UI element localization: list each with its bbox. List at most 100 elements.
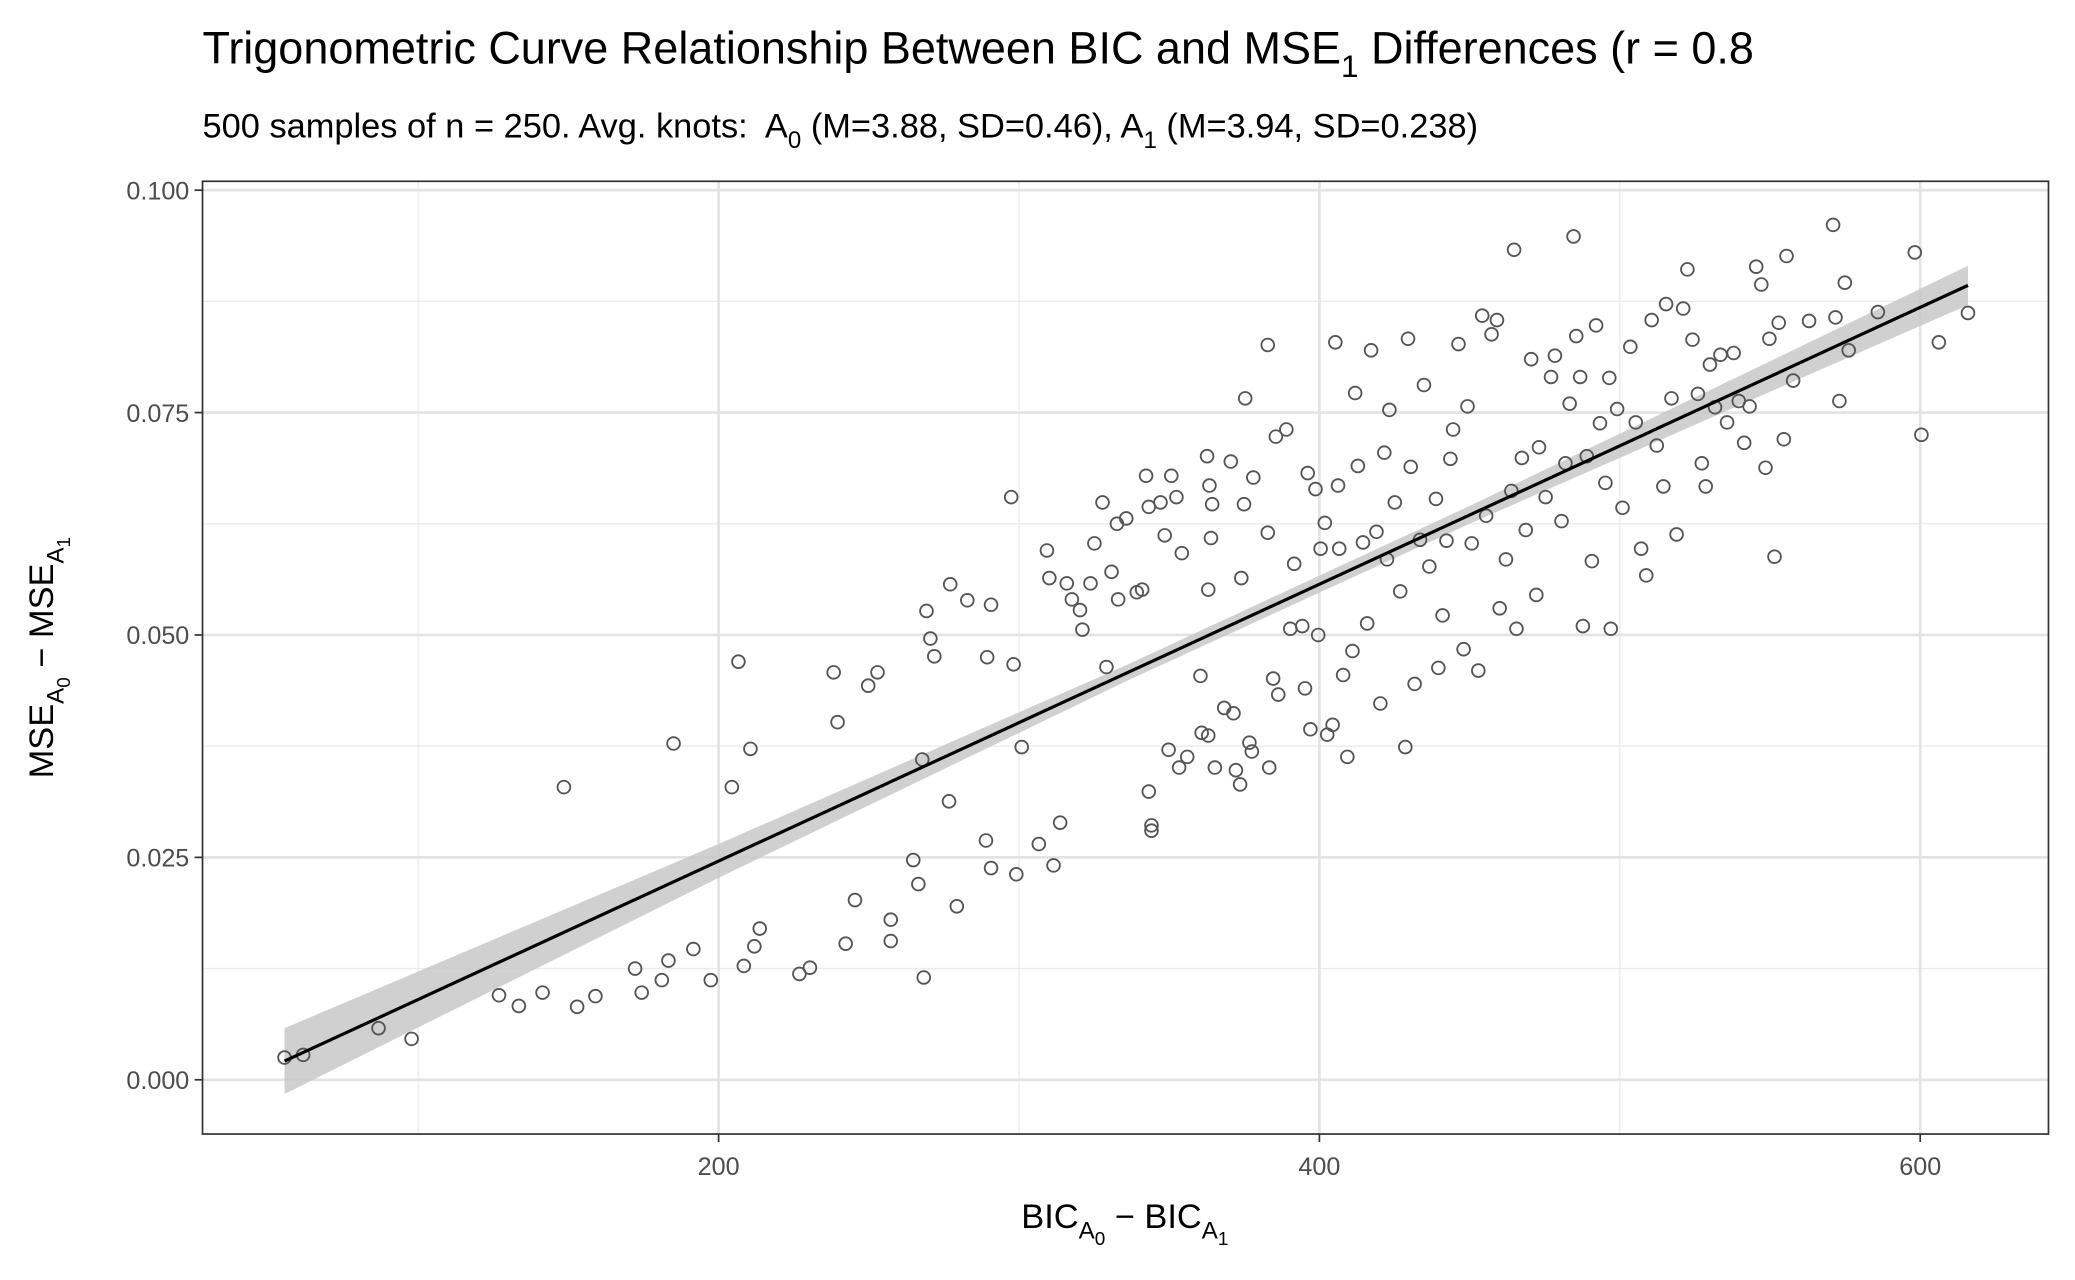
point bbox=[1087, 536, 1102, 551]
point bbox=[1754, 277, 1769, 292]
point bbox=[1046, 858, 1061, 873]
point bbox=[1042, 570, 1057, 586]
point bbox=[1193, 668, 1208, 684]
point bbox=[838, 936, 853, 951]
point bbox=[1603, 621, 1619, 637]
point bbox=[1153, 495, 1168, 510]
point bbox=[1203, 530, 1219, 546]
point bbox=[1690, 386, 1706, 402]
point bbox=[1644, 312, 1659, 328]
point bbox=[1514, 450, 1530, 466]
point bbox=[1748, 259, 1764, 274]
point bbox=[802, 960, 818, 975]
point bbox=[535, 985, 550, 1000]
point bbox=[1398, 739, 1413, 755]
point bbox=[1407, 676, 1422, 692]
point bbox=[1200, 728, 1216, 743]
point bbox=[569, 999, 585, 1015]
chart-title-part: Differences (r = 0.8 bbox=[1358, 23, 1753, 74]
x-axis-title-part: 1 bbox=[1218, 1229, 1229, 1250]
point bbox=[983, 597, 999, 613]
point bbox=[942, 576, 958, 592]
point bbox=[1171, 760, 1187, 775]
labels: Trigonometric Curve Relationship Between… bbox=[23, 23, 1754, 1251]
fit-line bbox=[283, 283, 1969, 1063]
x-axis-title-part: A bbox=[1079, 1217, 1096, 1244]
confidence-band bbox=[284, 265, 1968, 1095]
point bbox=[1303, 722, 1318, 737]
y-tick-label: 0.100 bbox=[126, 177, 189, 205]
point bbox=[1523, 351, 1539, 367]
point bbox=[724, 779, 740, 795]
chart-title: Trigonometric Curve Relationship Between… bbox=[203, 23, 1754, 84]
point bbox=[736, 958, 752, 974]
point bbox=[1543, 369, 1559, 385]
point bbox=[979, 649, 995, 665]
point bbox=[1260, 525, 1276, 540]
point bbox=[1204, 496, 1220, 512]
point bbox=[743, 741, 758, 757]
point bbox=[1236, 496, 1252, 512]
chart-title-part: Trigonometric Curve Relationship Between… bbox=[203, 23, 1341, 74]
point bbox=[1223, 454, 1239, 469]
point bbox=[1464, 536, 1479, 551]
point bbox=[666, 736, 681, 751]
point bbox=[1506, 242, 1522, 258]
point bbox=[1801, 313, 1817, 329]
point bbox=[1313, 541, 1328, 556]
point bbox=[1400, 331, 1416, 347]
point bbox=[1134, 582, 1150, 597]
point bbox=[661, 953, 676, 968]
point bbox=[1568, 328, 1584, 344]
y-tick-label: 0.075 bbox=[126, 400, 189, 428]
point bbox=[1518, 522, 1534, 538]
point bbox=[1656, 479, 1671, 494]
x-axis-title-part: 0 bbox=[1095, 1229, 1106, 1250]
point bbox=[1279, 422, 1294, 437]
point bbox=[1310, 627, 1326, 643]
point bbox=[1719, 415, 1735, 430]
point bbox=[1658, 296, 1674, 312]
point bbox=[1340, 749, 1355, 765]
point bbox=[1649, 438, 1665, 453]
point bbox=[1003, 489, 1019, 505]
point bbox=[1179, 749, 1195, 765]
point bbox=[1588, 318, 1604, 333]
point bbox=[1445, 422, 1461, 437]
chart-subtitle-part: 500 samples of n = 250. Avg. knots: A bbox=[203, 108, 788, 146]
point bbox=[870, 665, 885, 680]
point bbox=[1592, 415, 1608, 431]
point bbox=[1837, 275, 1853, 290]
point bbox=[1099, 659, 1114, 675]
point bbox=[1377, 445, 1392, 460]
point bbox=[1242, 735, 1257, 750]
point bbox=[1698, 479, 1713, 494]
point bbox=[731, 654, 746, 669]
point bbox=[1914, 427, 1929, 443]
point bbox=[1762, 331, 1777, 347]
point bbox=[654, 972, 670, 988]
point bbox=[1265, 671, 1281, 686]
point bbox=[1598, 475, 1613, 491]
point bbox=[1228, 762, 1244, 778]
point bbox=[1785, 373, 1801, 388]
point bbox=[1232, 777, 1248, 792]
point bbox=[1138, 468, 1154, 484]
point bbox=[1095, 495, 1110, 510]
x-tick-label: 200 bbox=[698, 1153, 740, 1181]
y-tick-label: 0.025 bbox=[126, 845, 189, 873]
point bbox=[404, 1031, 419, 1047]
point bbox=[1736, 435, 1752, 451]
point bbox=[1767, 549, 1782, 564]
point bbox=[1435, 608, 1450, 623]
point bbox=[1325, 717, 1340, 733]
point bbox=[1478, 508, 1494, 524]
point bbox=[1246, 470, 1261, 485]
point bbox=[1907, 245, 1923, 260]
point bbox=[703, 972, 719, 988]
x-tick-label: 400 bbox=[1298, 1153, 1340, 1181]
point bbox=[371, 1020, 386, 1036]
point bbox=[1825, 217, 1841, 233]
